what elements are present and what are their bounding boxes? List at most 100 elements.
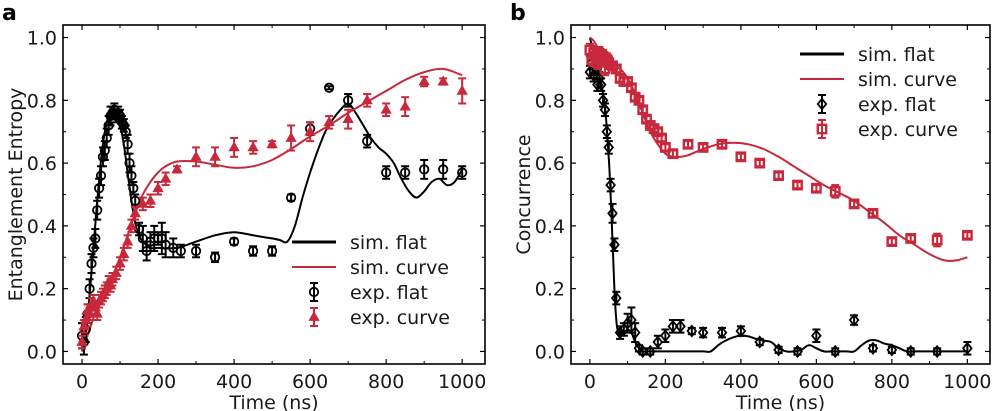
marker-circle [266,245,278,257]
marker-triangle [110,266,122,277]
legend-label: exp. flat [858,94,936,116]
marker-circle [209,252,221,263]
legend-marker-square [816,123,828,135]
y-tick-label: 0.6 [535,153,565,175]
data-point-exp-flat [792,344,803,359]
legend-item: exp. curve [308,307,450,329]
marker-triangle [190,150,202,161]
legend-label: sim. curve [858,69,957,91]
data-point-exp-curve [228,137,240,158]
data-point-exp-flat [175,243,186,259]
marker-diamond [607,206,618,220]
data-point-exp-flat [905,344,917,359]
data-point-exp-flat [94,177,105,199]
marker-diamond [811,329,822,343]
data-point-exp-curve [637,104,649,116]
marker-diamond [603,140,615,155]
legend: sim. flat sim. curve exp. flat exp. curve [800,44,958,141]
legend-item: sim. flat [800,44,935,66]
data-point-exp-curve [792,179,803,191]
x-tick-label: 400 [723,371,759,393]
marker-circle [84,283,95,294]
marker-square [905,233,917,244]
data-point-exp-curve [76,334,88,350]
marker-triangle [285,131,297,142]
marker-circle [90,233,101,244]
data-point-exp-curve [697,142,709,153]
marker-circle [400,167,411,178]
x-tick-label: 200 [647,371,683,393]
marker-diamond [644,344,656,359]
data-point-exp-curve [773,170,785,182]
data-point-exp-flat [609,237,620,252]
data-point-exp-flat [686,324,698,338]
marker-diamond [629,325,641,340]
data-point-exp-curve [171,163,183,174]
marker-diamond [660,329,671,343]
data-point-exp-curve [266,138,278,149]
data-point-exp-curve [754,157,766,169]
legend-marker-triangle [308,310,320,321]
x-tick-label: 800 [368,371,404,393]
data-point-exp-flat [644,344,656,359]
marker-square [697,142,709,153]
panel-letter-a: a [2,1,17,26]
data-point-exp-curve [323,115,335,130]
data-point-exp-flat [773,343,784,357]
x-tick-label: 800 [874,371,910,393]
marker-square [667,148,679,160]
marker-diamond [637,344,649,359]
legend-label: sim. flat [350,232,427,254]
data-point-exp-curve [285,124,297,152]
data-point-exp-curve [667,148,679,160]
marker-circle [286,192,297,203]
marker-circle [419,164,430,175]
legend-marker-diamond [816,97,828,111]
marker-diamond [593,71,605,85]
plot-area [76,67,468,356]
marker-diamond [905,344,917,359]
marker-circle [362,136,373,147]
marker-square [716,138,728,150]
marker-triangle [342,113,354,124]
data-point-exp-curve [867,207,879,219]
marker-diamond [675,319,686,333]
data-point-exp-curve [829,184,841,199]
data-point-exp-flat [438,158,449,180]
data-point-exp-curve [659,142,671,153]
data-point-exp-curve [418,75,430,88]
marker-triangle [437,75,449,86]
marker-diamond [626,313,637,327]
marker-square [735,151,747,163]
marker-diamond [931,344,943,359]
x-tick-label: 400 [216,371,252,393]
data-point-exp-curve [159,171,172,187]
data-point-exp-flat [848,313,860,327]
data-point-exp-curve [247,140,259,155]
marker-circle [92,205,103,216]
marker-circle [99,145,110,156]
marker-square [810,182,822,194]
marker-square [848,198,860,210]
marker-square [931,234,943,246]
data-point-exp-flat [811,328,822,344]
data-point-exp-curve [152,180,164,196]
marker-circle [343,95,354,106]
marker-triangle [456,84,468,95]
data-point-exp-flat [97,146,109,168]
plot-area [584,36,973,359]
marker-circle [128,183,139,194]
y-tick-label: 0.2 [27,279,57,301]
marker-diamond [610,291,622,305]
x-tick-label: 600 [292,371,328,393]
marker-square [773,170,785,182]
data-point-exp-flat [381,165,392,180]
y-tick-label: 1.0 [27,28,57,50]
data-point-exp-curve [735,151,747,163]
x-axis-label: Time (ns) [735,392,825,411]
x-tick-label: 600 [798,371,834,393]
marker-diamond [609,238,620,252]
marker-square [829,185,841,197]
data-point-exp-flat [697,325,709,340]
